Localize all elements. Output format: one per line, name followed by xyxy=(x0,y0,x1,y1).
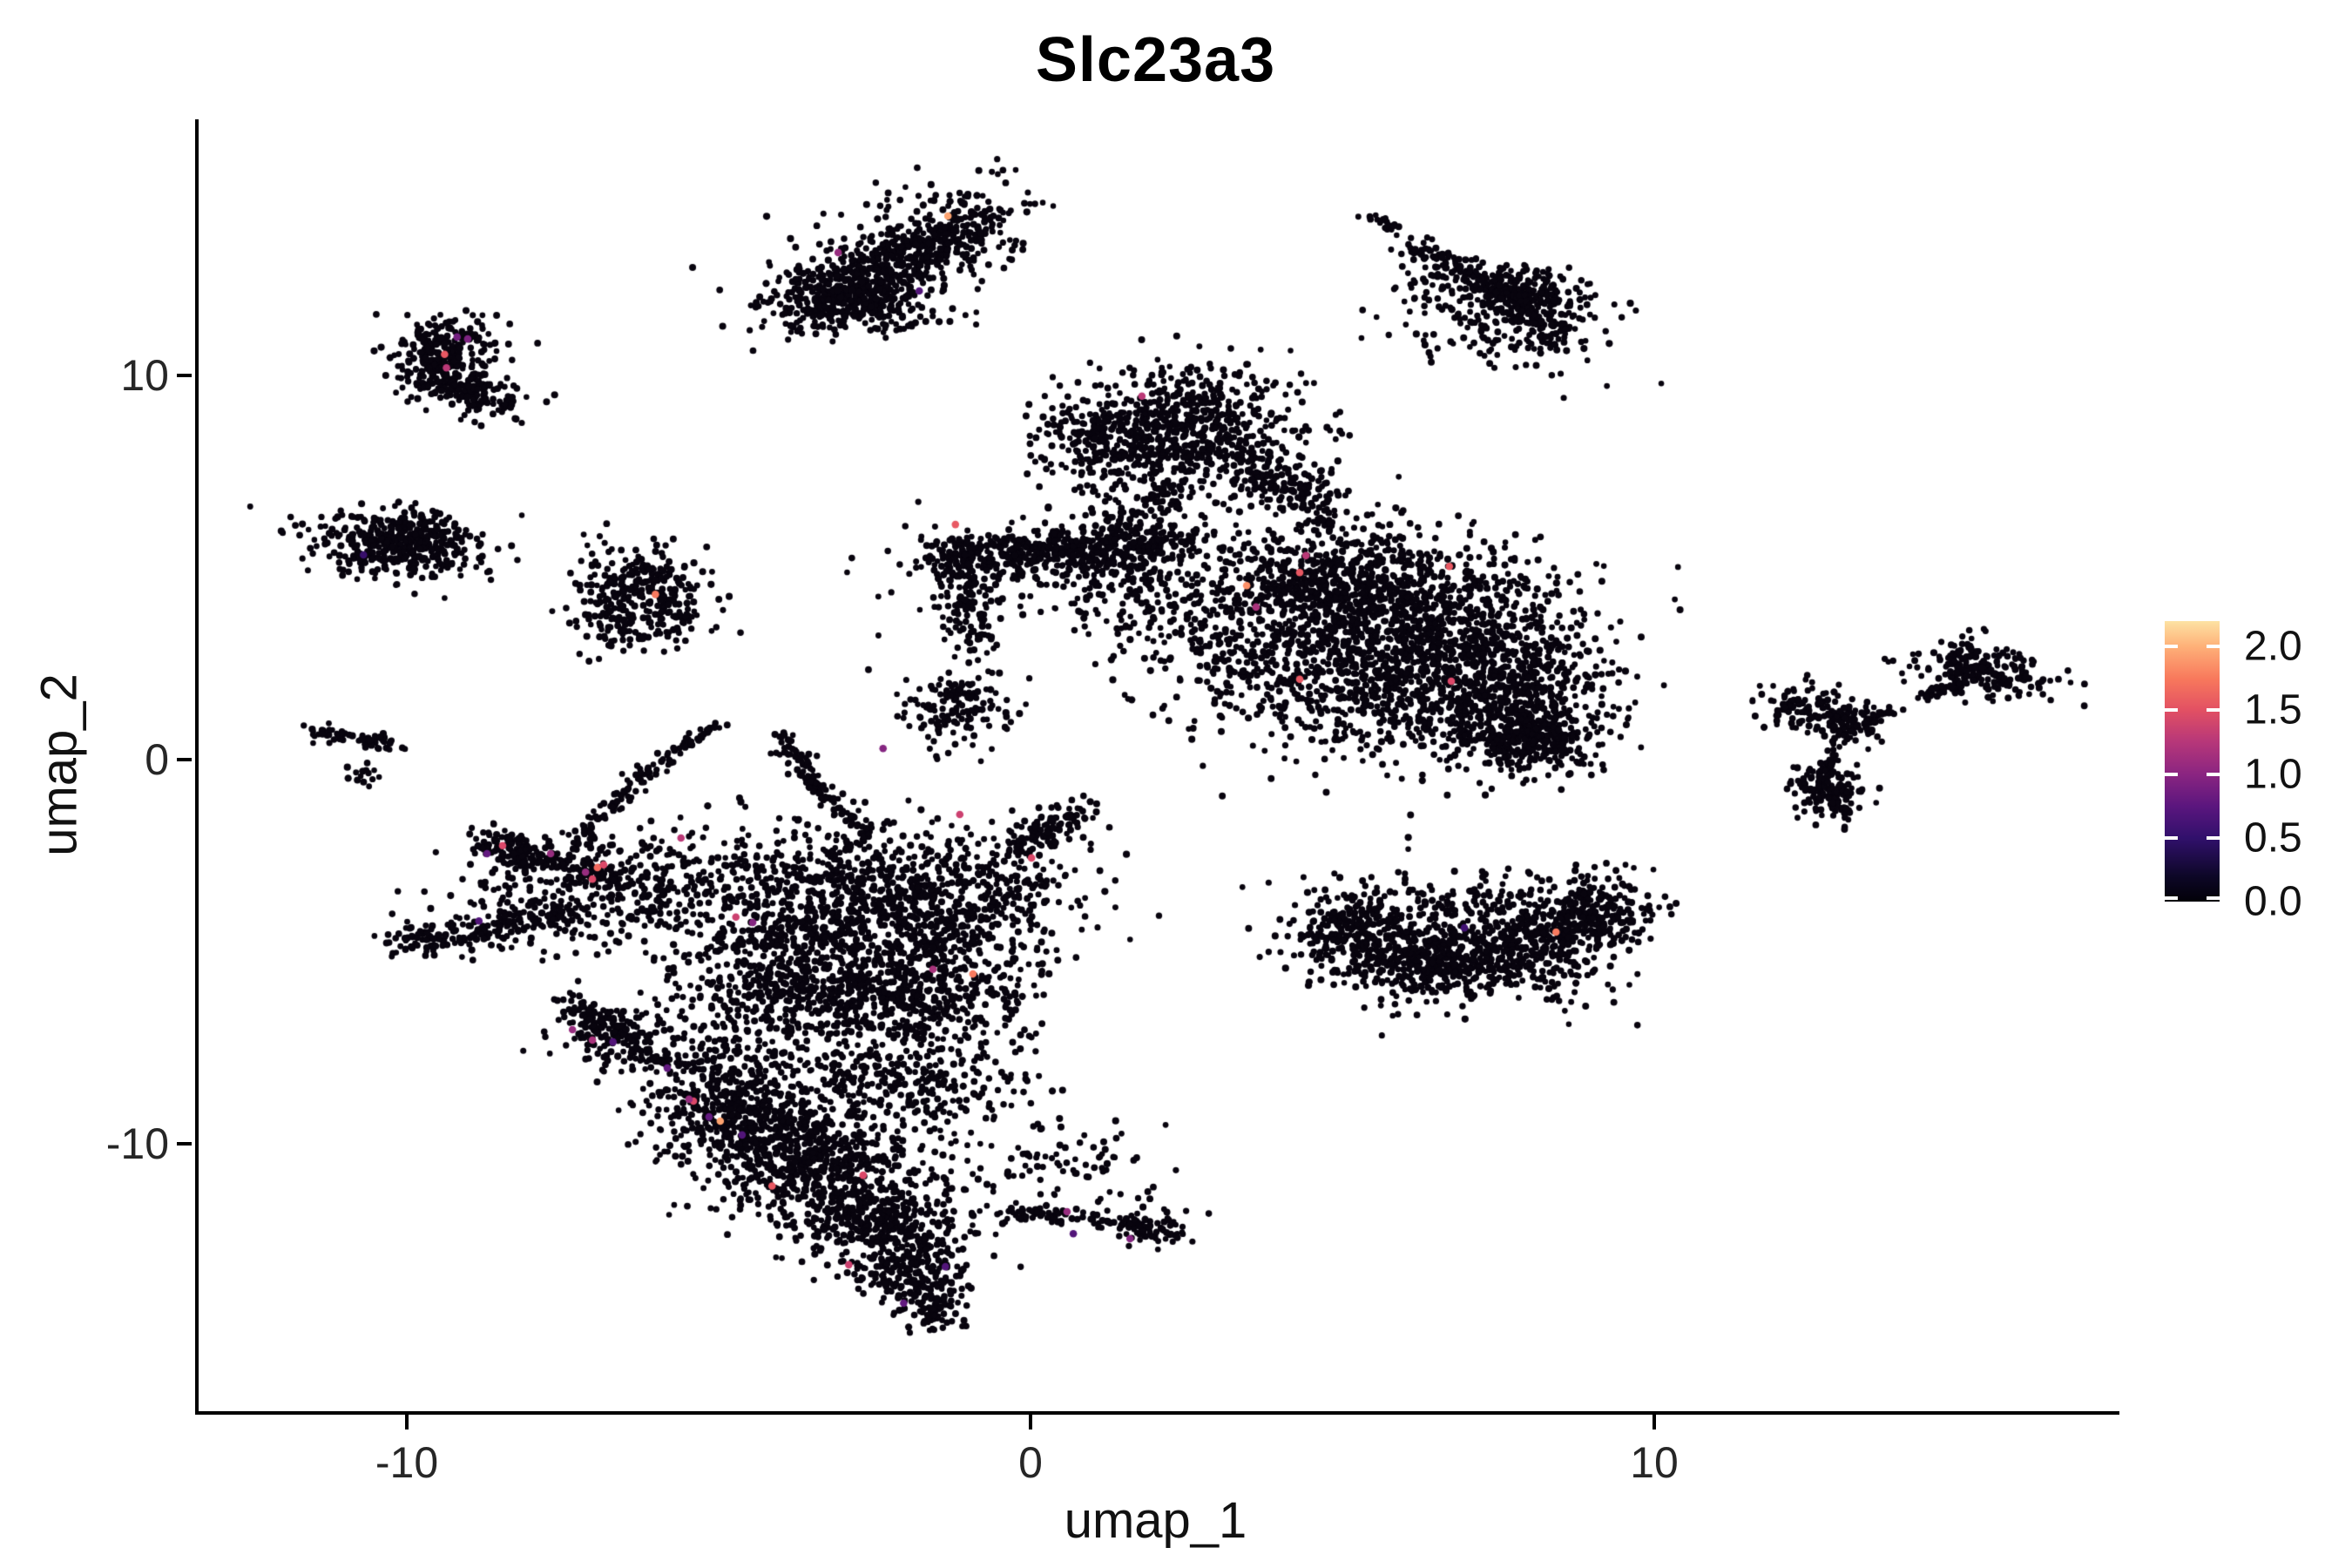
x-axis-title: umap_1 xyxy=(1064,1492,1247,1549)
y-axis-title: umap_2 xyxy=(30,673,88,856)
x-tick-mark xyxy=(1029,1415,1032,1429)
colorbar-tick-label: 1.5 xyxy=(2244,686,2302,733)
colorbar-gradient xyxy=(2165,621,2220,902)
colorbar-tick-mark xyxy=(2207,772,2220,776)
colorbar-tick-label: 2.0 xyxy=(2244,623,2302,670)
y-tick-mark xyxy=(177,374,192,377)
plot-panel xyxy=(195,119,2119,1415)
colorbar-tick-mark xyxy=(2207,708,2220,713)
colorbar-tick-mark xyxy=(2165,772,2178,776)
colorbar-tick-mark xyxy=(2207,896,2220,900)
scatter-canvas xyxy=(199,119,2119,1411)
colorbar-tick-mark xyxy=(2165,835,2178,840)
colorbar-tick-mark xyxy=(2207,835,2220,840)
colorbar-tick-mark xyxy=(2165,645,2178,649)
y-tick-mark xyxy=(177,1142,192,1146)
colorbar-tick-mark xyxy=(2165,896,2178,900)
x-tick-mark xyxy=(1652,1415,1656,1429)
x-tick-mark xyxy=(405,1415,409,1429)
colorbar-tick-mark xyxy=(2207,645,2220,649)
y-tick-label: 10 xyxy=(120,351,169,400)
colorbar-tick-mark xyxy=(2165,708,2178,713)
x-tick-label: -10 xyxy=(375,1438,439,1487)
x-tick-label: 10 xyxy=(1630,1438,1679,1487)
colorbar-tick-label: 1.0 xyxy=(2244,751,2302,798)
colorbar-tick-label: 0.0 xyxy=(2244,878,2302,925)
x-tick-label: 0 xyxy=(1018,1438,1043,1487)
chart-title: Slc23a3 xyxy=(1035,25,1276,95)
y-tick-label: 0 xyxy=(145,735,169,784)
y-tick-mark xyxy=(177,758,192,761)
colorbar-tick-label: 0.5 xyxy=(2244,814,2302,862)
y-tick-label: -10 xyxy=(105,1119,169,1168)
